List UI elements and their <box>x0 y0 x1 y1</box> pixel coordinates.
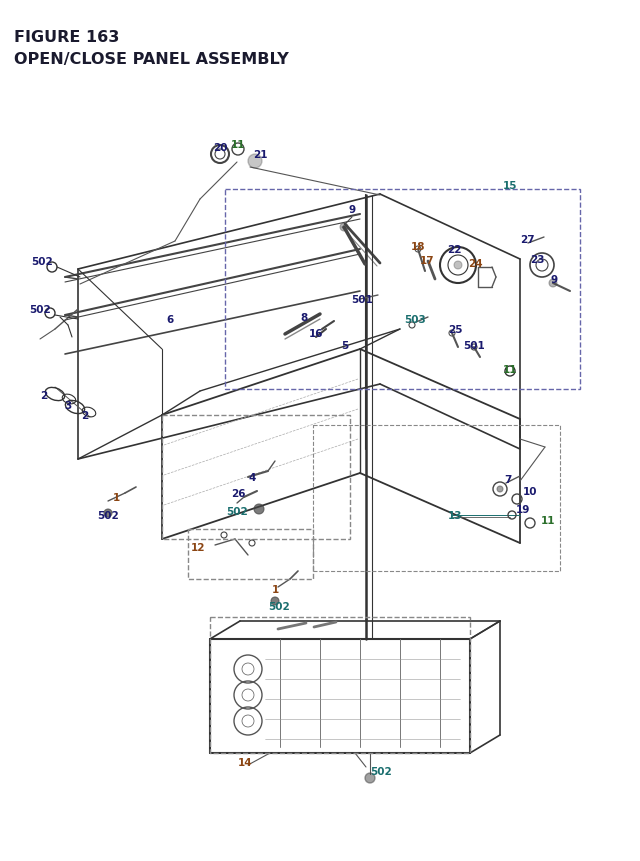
Text: 10: 10 <box>523 486 537 497</box>
Text: 13: 13 <box>448 511 462 520</box>
Bar <box>162 416 350 539</box>
Text: OPEN/CLOSE PANEL ASSEMBLY: OPEN/CLOSE PANEL ASSEMBLY <box>14 52 289 67</box>
Text: 3: 3 <box>65 400 72 411</box>
Text: 20: 20 <box>212 143 227 152</box>
Text: 11: 11 <box>541 516 556 525</box>
Text: 11: 11 <box>231 139 245 150</box>
Text: 4: 4 <box>248 473 256 482</box>
Text: 1: 1 <box>271 585 278 594</box>
Bar <box>225 189 580 389</box>
Circle shape <box>497 486 503 492</box>
Text: FIGURE 163: FIGURE 163 <box>14 30 120 45</box>
Circle shape <box>549 280 557 288</box>
Text: 2: 2 <box>40 391 47 400</box>
Text: 2: 2 <box>81 411 88 420</box>
Text: 501: 501 <box>351 294 373 305</box>
Text: 503: 503 <box>404 314 426 325</box>
Text: 9: 9 <box>550 275 557 285</box>
Text: 6: 6 <box>166 314 173 325</box>
Text: 5: 5 <box>341 341 349 350</box>
Text: 502: 502 <box>31 257 53 267</box>
Text: 15: 15 <box>503 181 517 191</box>
Text: 502: 502 <box>97 511 119 520</box>
Circle shape <box>365 773 375 784</box>
Text: 26: 26 <box>231 488 245 499</box>
Text: 24: 24 <box>468 258 483 269</box>
Text: 502: 502 <box>29 305 51 314</box>
Circle shape <box>254 505 264 514</box>
Circle shape <box>340 224 348 232</box>
Text: 17: 17 <box>420 256 435 266</box>
Circle shape <box>454 262 462 269</box>
Text: 9: 9 <box>348 205 356 214</box>
Text: 16: 16 <box>308 329 323 338</box>
Text: 27: 27 <box>520 235 534 245</box>
Text: 25: 25 <box>448 325 462 335</box>
Text: 23: 23 <box>530 255 544 264</box>
Bar <box>313 425 560 572</box>
Text: 7: 7 <box>504 474 512 485</box>
Text: 502: 502 <box>370 766 392 776</box>
Text: 19: 19 <box>516 505 530 514</box>
Text: 502: 502 <box>226 506 248 517</box>
Circle shape <box>104 510 112 517</box>
Text: 12: 12 <box>191 542 205 553</box>
Text: 501: 501 <box>463 341 485 350</box>
Text: 11: 11 <box>503 364 517 375</box>
Bar <box>188 530 313 579</box>
Bar <box>210 617 470 753</box>
Text: 1: 1 <box>113 492 120 503</box>
Text: 8: 8 <box>300 313 308 323</box>
Text: 14: 14 <box>237 757 252 767</box>
Text: 502: 502 <box>268 601 290 611</box>
Text: 18: 18 <box>411 242 425 251</box>
Circle shape <box>271 598 279 605</box>
Text: 22: 22 <box>447 245 461 255</box>
Text: 21: 21 <box>253 150 268 160</box>
Circle shape <box>248 155 262 169</box>
